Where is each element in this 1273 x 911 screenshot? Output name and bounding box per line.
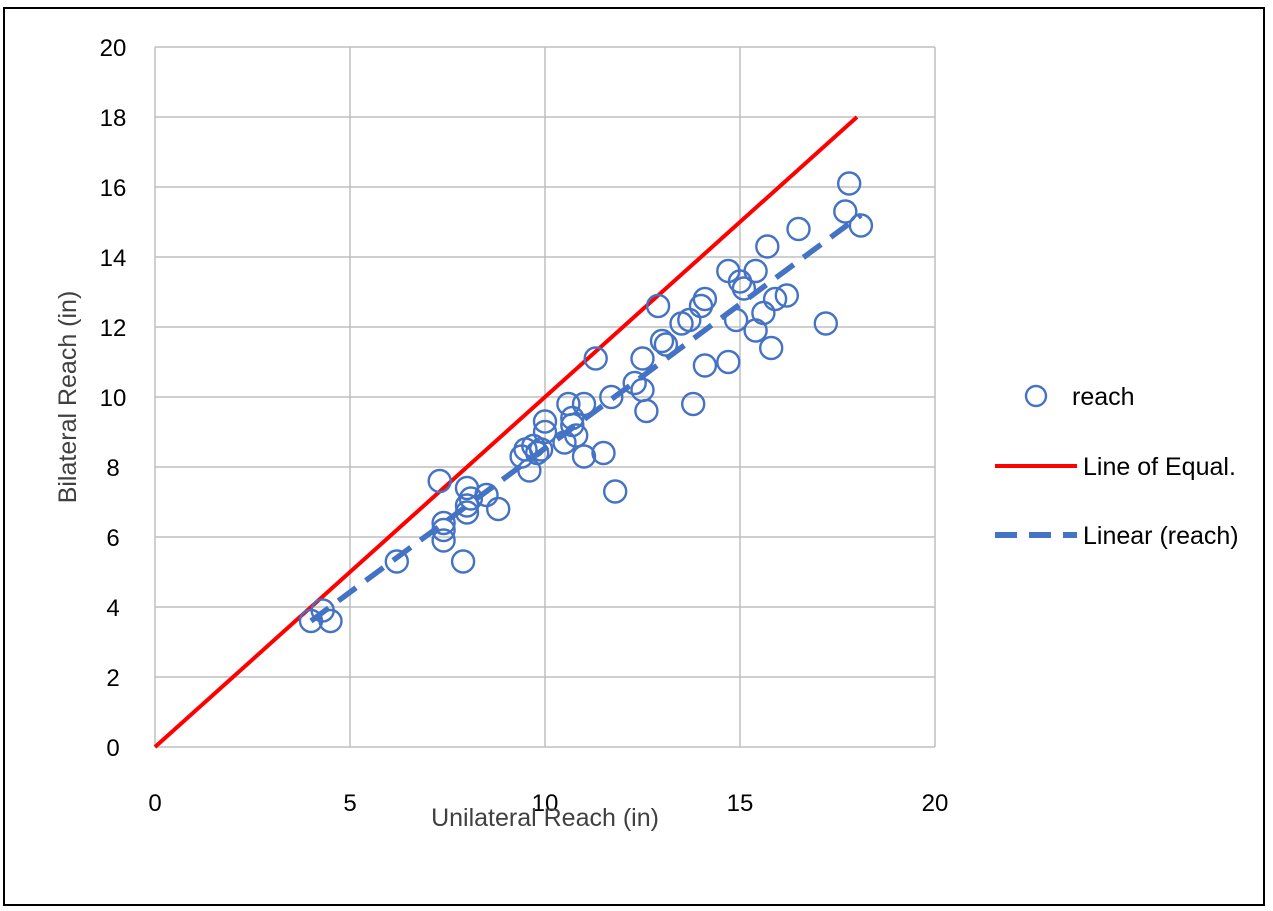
scatter-point bbox=[450, 549, 476, 574]
scatter-point bbox=[762, 286, 788, 312]
figure-frame: 0 2 4 6 8 10 12 14 16 18 20 0 5 10 15 20 Unilateral Re… bbox=[3, 7, 1265, 906]
scatter-point bbox=[486, 496, 511, 522]
scatter-point bbox=[591, 440, 616, 466]
y-tick-labels: 0 2 4 6 8 10 12 14 16 18 20 bbox=[100, 35, 127, 762]
y-tick-label: 10 bbox=[100, 385, 127, 412]
scatter-point bbox=[603, 479, 628, 504]
y-tick-label: 18 bbox=[100, 105, 127, 132]
x-tick-label: 0 bbox=[148, 790, 161, 817]
scatter-point bbox=[755, 234, 780, 259]
scatter-point bbox=[653, 332, 679, 357]
scatter-point bbox=[564, 423, 589, 448]
x-tick-labels: 0 5 10 15 20 bbox=[148, 790, 948, 817]
scatter-point bbox=[786, 216, 811, 242]
scatter-point bbox=[622, 370, 647, 396]
y-tick-label: 8 bbox=[106, 455, 119, 482]
scatter-point bbox=[560, 412, 585, 438]
x-tick-label: 10 bbox=[532, 790, 559, 817]
scatter-point bbox=[759, 335, 784, 361]
scatter-point bbox=[692, 286, 718, 312]
scatter-point bbox=[454, 500, 480, 525]
y-tick-label: 2 bbox=[106, 665, 119, 692]
y-tick-label: 14 bbox=[100, 245, 127, 272]
scatter-point bbox=[431, 528, 456, 553]
x-axis-title: Unilateral Reach (in) bbox=[431, 804, 659, 832]
scatter-point bbox=[458, 486, 484, 511]
scatter-point bbox=[837, 171, 862, 196]
y-tick-label: 20 bbox=[100, 35, 127, 62]
scatter-point bbox=[645, 293, 671, 319]
scatter-point bbox=[634, 398, 659, 424]
scatter-point bbox=[525, 440, 550, 466]
scatter-point bbox=[532, 409, 558, 434]
legend-label-equality: Line of Equal. bbox=[1083, 453, 1236, 481]
gridlines bbox=[154, 46, 936, 748]
scatter-point bbox=[583, 346, 608, 371]
scatter-point bbox=[774, 283, 799, 308]
legend-marker-reach bbox=[1024, 384, 1048, 408]
scatter-point bbox=[649, 328, 675, 354]
scatter-point bbox=[427, 468, 452, 494]
scatter-point bbox=[571, 391, 597, 417]
scatter-point bbox=[318, 608, 343, 634]
legend-label-reach: reach bbox=[1072, 383, 1135, 411]
scatter-point bbox=[692, 353, 718, 378]
x-tick-label: 5 bbox=[343, 790, 356, 817]
scatter-point bbox=[630, 346, 655, 371]
legend-label-trend: Linear (reach) bbox=[1083, 522, 1239, 550]
scatter-point bbox=[681, 391, 706, 417]
scatter-point bbox=[599, 384, 624, 410]
scatter-point bbox=[384, 549, 409, 574]
scatter-point bbox=[833, 199, 858, 224]
y-tick-label: 12 bbox=[100, 315, 127, 342]
x-tick-label: 15 bbox=[727, 790, 754, 817]
x-tick-label: 20 bbox=[922, 790, 949, 817]
scatter-point bbox=[743, 258, 768, 284]
scatter-point bbox=[528, 437, 554, 462]
scatter-chart: 0 2 4 6 8 10 12 14 16 18 20 0 5 10 15 20 Unilateral Re… bbox=[54, 35, 1239, 832]
scatter-point bbox=[431, 517, 456, 543]
y-tick-label: 16 bbox=[100, 175, 127, 202]
y-tick-label: 4 bbox=[106, 595, 119, 622]
scatter-point bbox=[431, 510, 456, 536]
line-of-equality bbox=[153, 115, 859, 749]
scatter-point bbox=[532, 419, 558, 445]
scatter-point bbox=[723, 307, 749, 333]
legend: reach Line of Equal. Linear (reach) bbox=[995, 383, 1239, 550]
y-tick-label: 0 bbox=[106, 735, 119, 762]
scatter-point bbox=[731, 276, 757, 301]
y-axis-title: Bilateral Reach (in) bbox=[54, 291, 82, 504]
scatter-point bbox=[571, 444, 597, 469]
series-layer bbox=[153, 115, 874, 749]
y-tick-label: 6 bbox=[106, 525, 119, 552]
scatter-point bbox=[716, 349, 741, 375]
scatter-point bbox=[813, 311, 838, 336]
scatter-point bbox=[848, 213, 874, 238]
